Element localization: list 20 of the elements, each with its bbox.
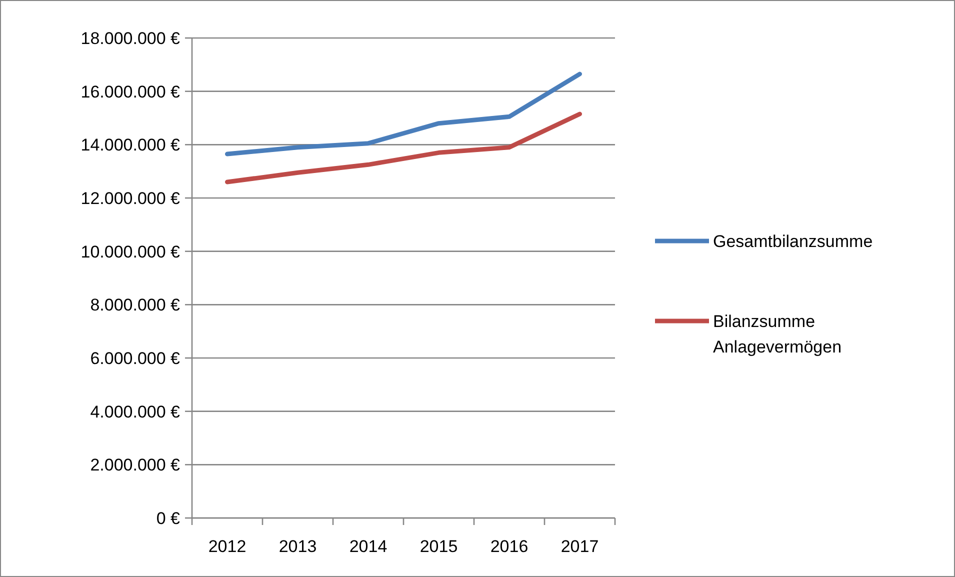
y-tick-label: 18.000.000 €	[80, 28, 181, 48]
y-tick-label: 2.000.000 €	[90, 456, 181, 475]
x-tick-label: 2013	[278, 537, 317, 556]
legend-label: Bilanzsumme Anlagevermögen	[713, 312, 842, 356]
x-tick-label: 2017	[560, 537, 599, 556]
y-tick-label: 8.000.000 €	[90, 296, 181, 315]
x-tick-label: 2015	[420, 537, 458, 556]
x-tick-label: 2012	[208, 537, 246, 556]
y-tick-label: 6.000.000 €	[90, 348, 181, 368]
y-tick-label: 12.000.000 €	[80, 188, 181, 208]
y-tick-label: 4.000.000 €	[90, 402, 181, 422]
y-tick-label: 0 €	[156, 508, 181, 528]
x-tick-label: 2016	[490, 537, 528, 556]
line-series	[225, 72, 582, 156]
legend-label: Gesamtbilanzsumme	[713, 232, 873, 251]
y-tick-label: 10.000.000 €	[80, 242, 181, 262]
y-tick-label: 14.000.000 €	[80, 136, 181, 155]
x-tick-label: 2014	[349, 537, 388, 556]
line-series	[225, 112, 582, 184]
y-tick-label: 16.000.000 €	[80, 82, 181, 102]
